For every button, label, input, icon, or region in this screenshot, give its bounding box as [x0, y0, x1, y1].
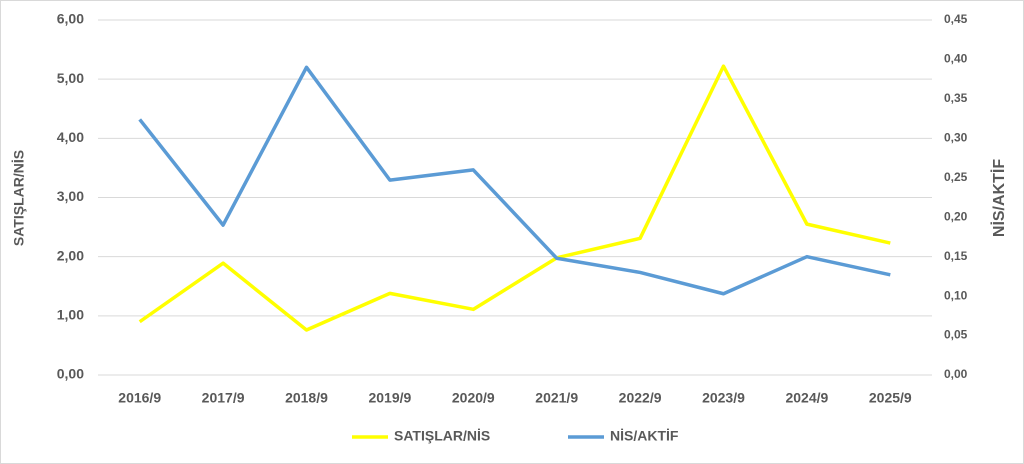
- y2-tick-label: 0,05: [944, 328, 968, 342]
- y2-tick-label: 0,20: [944, 209, 968, 223]
- y-tick-label: 3,00: [57, 188, 84, 204]
- y2-tick-label: 0,40: [944, 52, 968, 66]
- y-tick-label: 1,00: [57, 307, 84, 323]
- x-tick-label: 2025/9: [869, 390, 912, 406]
- x-tick-label: 2018/9: [285, 390, 328, 406]
- y-axis-title: SATIŞLAR/NİS: [11, 150, 27, 246]
- x-tick-label: 2023/9: [702, 390, 745, 406]
- y2-tick-label: 0,45: [944, 12, 968, 26]
- x-tick-label: 2021/9: [535, 390, 578, 406]
- x-tick-label: 2019/9: [368, 390, 411, 406]
- x-tick-label: 2016/9: [118, 390, 161, 406]
- y-tick-label: 4,00: [57, 129, 84, 145]
- y2-axis-title: NİS/AKTİF: [990, 159, 1008, 237]
- legend-label: NİS/AKTİF: [610, 428, 679, 444]
- y-tick-label: 2,00: [57, 247, 84, 263]
- y2-tick-label: 0,35: [944, 91, 968, 105]
- y-tick-label: 6,00: [57, 11, 84, 27]
- y2-tick-label: 0,15: [944, 249, 968, 263]
- y2-tick-label: 0,10: [944, 288, 968, 302]
- x-tick-label: 2020/9: [452, 390, 495, 406]
- x-tick-label: 2022/9: [619, 390, 662, 406]
- series-line: [138, 65, 891, 296]
- y2-tick-label: 0,30: [944, 131, 968, 145]
- x-tick-label: 2017/9: [202, 390, 245, 406]
- series-line: [138, 64, 891, 332]
- x-tick-label: 2024/9: [785, 390, 828, 406]
- y-tick-label: 5,00: [57, 70, 84, 86]
- legend-label: SATIŞLAR/NİS: [394, 428, 490, 444]
- y2-tick-label: 0,00: [944, 367, 968, 381]
- y2-tick-label: 0,25: [944, 170, 968, 184]
- y-tick-label: 0,00: [57, 366, 84, 382]
